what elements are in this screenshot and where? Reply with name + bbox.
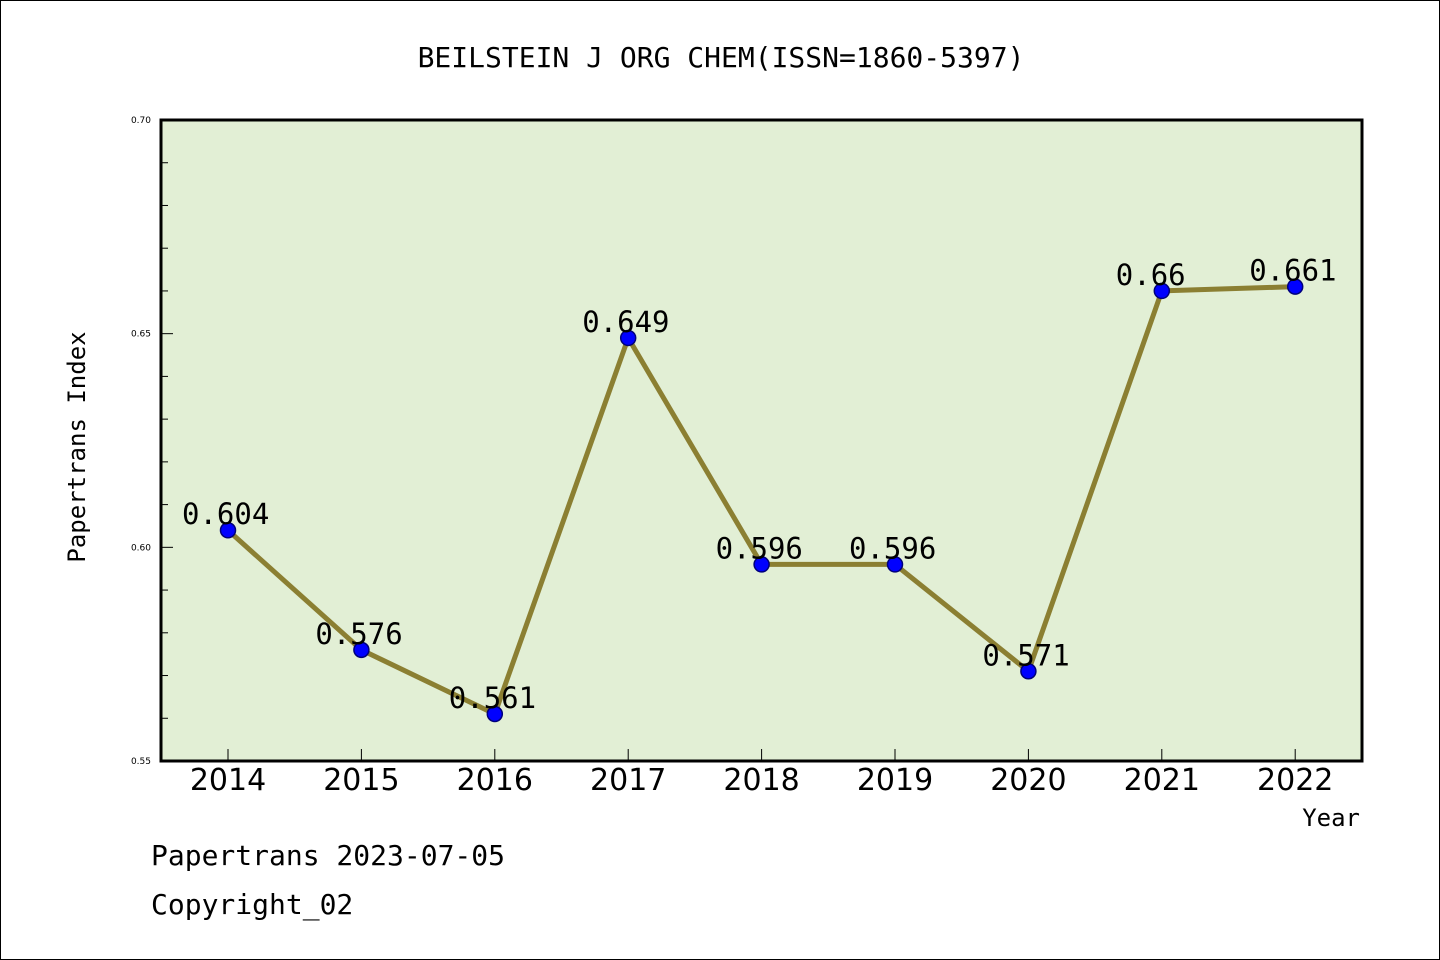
- data-labels-layer: 0.604 0.576 0.561 0.649 0.596 0.596 0.571 0.66 0…: [182, 254, 1337, 715]
- footer-date: Papertrans 2023-07-05: [151, 839, 505, 872]
- data-label: 0.571: [982, 638, 1069, 672]
- data-label: 0.66: [1116, 258, 1186, 292]
- data-label: 0.661: [1249, 254, 1336, 288]
- x-tick-label: 2016: [457, 763, 533, 798]
- footer-copyright: Copyright_02: [151, 888, 353, 922]
- data-label: 0.604: [182, 497, 269, 531]
- x-axis-label: Year: [1302, 804, 1360, 832]
- x-axis-ticks: 2014 2015 2016 2017 2018 2019 2020 2021 2022: [190, 749, 1333, 798]
- data-point: [1020, 663, 1037, 680]
- data-point: [219, 521, 237, 539]
- x-tick-label: 2020: [990, 763, 1066, 798]
- data-point: [353, 641, 370, 659]
- x-tick-label: 2021: [1124, 763, 1200, 798]
- data-point: [753, 556, 770, 573]
- data-point: [486, 705, 504, 723]
- data-label: 0.649: [582, 305, 669, 339]
- x-tick-label: 2014: [190, 763, 266, 798]
- series-layer: [219, 278, 1304, 723]
- data-point: [1286, 278, 1304, 295]
- data-label: 0.596: [849, 531, 936, 565]
- y-tick-label: 0.60: [131, 543, 151, 553]
- data-point: [1153, 282, 1171, 300]
- data-label: 0.561: [449, 681, 536, 715]
- data-point: [886, 556, 904, 573]
- x-tick-label: 2017: [590, 763, 666, 798]
- data-point: [619, 329, 637, 347]
- y-tick-label: 0.70: [131, 116, 151, 126]
- x-tick-label: 2018: [723, 763, 799, 798]
- y-tick-label: 0.65: [131, 330, 151, 340]
- data-label: 0.576: [315, 617, 402, 651]
- y-tick-label: 0.55: [131, 757, 151, 767]
- x-tick-label: 2022: [1257, 763, 1333, 798]
- data-label: 0.596: [716, 531, 803, 565]
- y-axis-label: Papertrans Index: [63, 331, 91, 562]
- plot-area: [159, 118, 1364, 763]
- y-axis-ticks: 0.55 0.60 0.65 0.70: [131, 116, 173, 767]
- chart-title: BEILSTEIN J ORG CHEM(ISSN=1860-5397): [418, 41, 1025, 74]
- x-tick-label: 2019: [857, 763, 933, 798]
- x-tick-label: 2015: [323, 763, 399, 798]
